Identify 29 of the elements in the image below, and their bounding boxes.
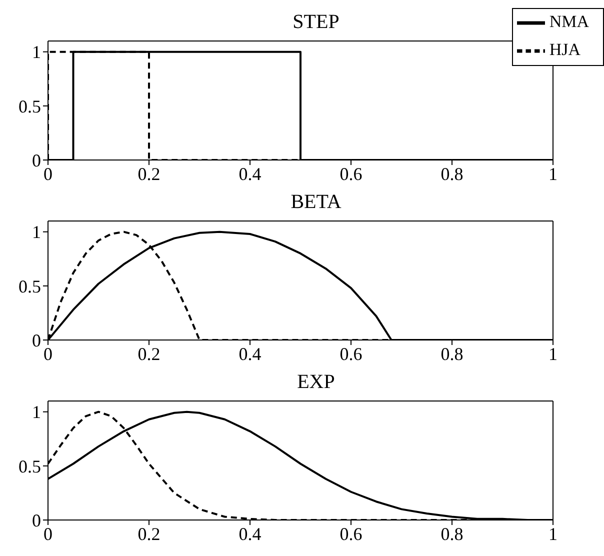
x-tick-label: 0.6 xyxy=(340,344,362,364)
y-tick-label: 0.5 xyxy=(18,456,41,476)
x-tick-label: 0.4 xyxy=(238,524,262,544)
x-tick-label: 1 xyxy=(548,524,558,544)
legend-label: HJA xyxy=(549,40,580,59)
chart-title: EXP xyxy=(296,370,336,395)
x-tick-label: 0.8 xyxy=(440,524,464,544)
y-tick-label: 0 xyxy=(32,150,41,170)
x-tick-label: 1 xyxy=(548,164,558,184)
x-tick-label: 0.4 xyxy=(238,164,262,184)
chart-title: BETA xyxy=(290,190,342,215)
y-tick-label: 0.5 xyxy=(18,276,41,296)
y-tick-label: 0.5 xyxy=(18,96,41,116)
x-tick-label: 0.2 xyxy=(138,164,160,184)
y-tick-label: 0 xyxy=(32,330,41,350)
y-tick-label: 0 xyxy=(32,510,41,530)
x-tick-label: 1 xyxy=(548,344,558,364)
legend-label: NMA xyxy=(549,12,589,31)
chart-title: STEP xyxy=(292,11,340,33)
x-tick-label: 0.6 xyxy=(340,524,362,544)
x-tick-label: 0.2 xyxy=(138,524,160,544)
y-tick-label: 1 xyxy=(32,42,41,62)
x-tick-label: 0.8 xyxy=(440,344,464,364)
x-tick-label: 0.6 xyxy=(340,164,362,184)
x-tick-label: 0.4 xyxy=(238,344,262,364)
y-tick-label: 1 xyxy=(32,402,41,422)
y-tick-label: 1 xyxy=(32,222,41,242)
x-tick-label: 0.8 xyxy=(440,164,464,184)
x-tick-label: 0.2 xyxy=(138,344,160,364)
